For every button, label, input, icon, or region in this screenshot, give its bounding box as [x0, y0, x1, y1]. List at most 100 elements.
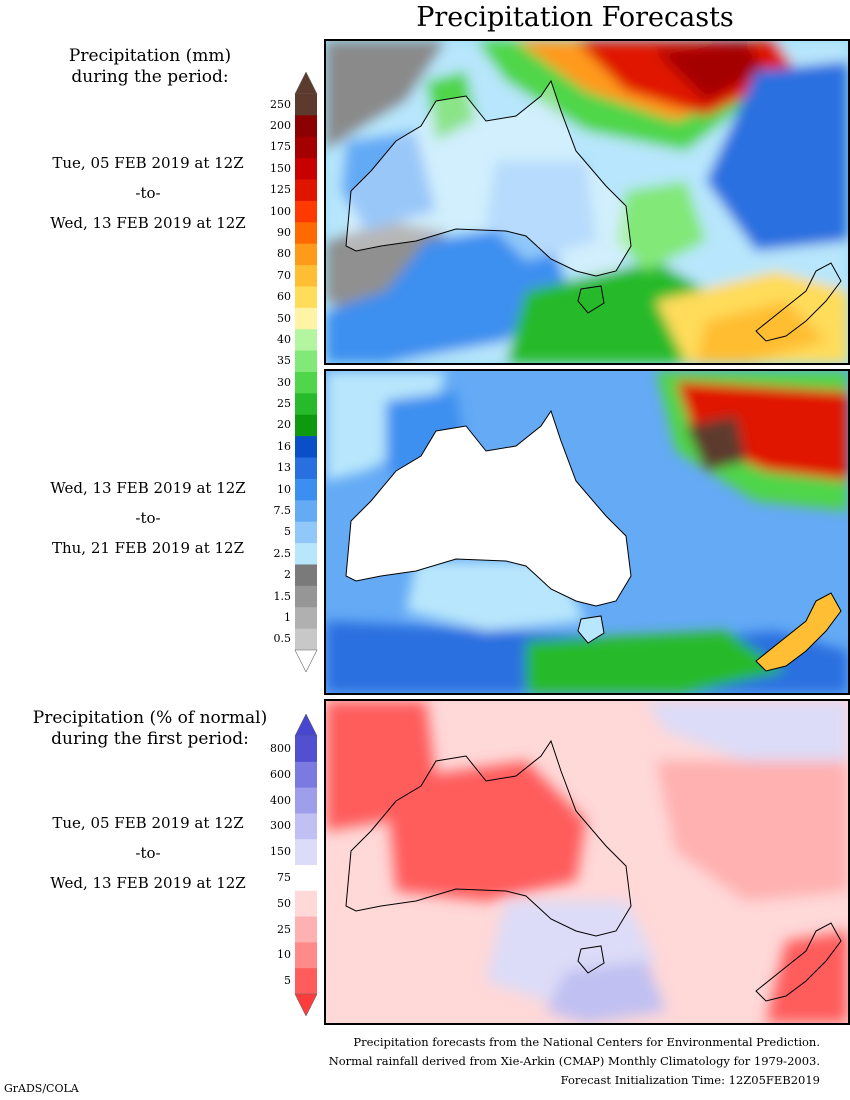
anomaly-start: Tue, 05 FEB 2019 at 12Z	[52, 814, 244, 832]
colorbar-mm-swatch	[295, 115, 317, 138]
colorbar-percent-tick-label: 25	[277, 922, 291, 936]
period1-to: -to-	[135, 184, 161, 202]
colorbar-mm-max-arrow	[294, 72, 318, 95]
credit-label: GrADS/COLA	[4, 1082, 79, 1095]
precip-map-period1	[326, 41, 848, 363]
colorbar-mm-tick-label: 80	[277, 247, 291, 261]
colorbar-mm-tick-label: 0.5	[273, 632, 292, 646]
colorbar-percent-swatch	[295, 736, 317, 763]
anomaly-header: Precipitation (% of normal) during the f…	[18, 708, 282, 750]
colorbar-mm-swatch	[295, 414, 317, 437]
colorbar-percent-tick-label: 400	[270, 793, 291, 807]
colorbar-percent-tick-label: 600	[270, 767, 291, 781]
colorbar-mm-swatch	[295, 521, 317, 544]
page-title: Precipitation Forecasts	[416, 2, 734, 33]
colorbar-mm-tick-label: 250	[270, 97, 291, 111]
colorbar-mm-tick-label: 175	[270, 140, 291, 154]
colorbar-mm-tick-label: 70	[277, 268, 291, 282]
colorbar-mm-tick-label: 2	[284, 568, 291, 582]
anomaly-to: -to-	[135, 844, 161, 862]
colorbar-mm-tick-label: 200	[270, 119, 291, 133]
colorbar-percent-swatch	[295, 942, 317, 969]
colorbar-mm-swatch	[295, 393, 317, 416]
period1-header-line1: Precipitation (mm)	[68, 46, 232, 66]
period1-header-line2: during the period:	[71, 67, 229, 87]
anomaly-end: Wed, 13 FEB 2019 at 12Z	[50, 874, 246, 892]
colorbar-percent-swatch	[295, 865, 317, 892]
colorbar-mm-tick-label: 30	[277, 375, 291, 389]
colorbar-mm-swatch	[295, 372, 317, 394]
colorbar-mm-swatch	[295, 307, 317, 330]
colorbar-mm-tick-label: 90	[277, 226, 291, 239]
colorbar-percent-tick-label: 800	[270, 741, 291, 755]
colorbar-percent-swatch	[295, 968, 317, 995]
colorbar-mm-swatch	[295, 628, 317, 651]
colorbar-percent-swatch	[295, 890, 317, 918]
colorbar-mm-tick-label: 35	[277, 354, 291, 368]
footer-notes: Precipitation forecasts from the Nationa…	[329, 1033, 820, 1090]
colorbar-mm-swatch	[295, 436, 317, 459]
colorbar-mm-bar	[294, 72, 318, 672]
anomaly-header-line2: during the first period:	[51, 729, 249, 749]
colorbar-percent-swatch	[295, 761, 317, 789]
colorbar-mm-swatch	[295, 585, 317, 608]
map-panel-anomaly	[324, 699, 850, 1025]
footer-line-source: Precipitation forecasts from the Nationa…	[353, 1035, 820, 1049]
footer-line-init-time: Forecast Initialization Time: 12Z05FEB20…	[560, 1073, 820, 1087]
colorbar-mm-swatch	[295, 329, 317, 352]
colorbar-mm-tick-label: 150	[270, 161, 291, 175]
colorbar-mm-swatch	[295, 286, 317, 309]
precip-map-period2	[326, 371, 848, 693]
colorbar-mm-tick-label: 10	[277, 482, 291, 496]
colorbar-mm-tick-label: 16	[277, 439, 291, 453]
colorbar-mm-swatch	[295, 350, 317, 373]
colorbar-percent-swatch	[295, 916, 317, 943]
colorbar-mm-swatch	[295, 243, 317, 266]
colorbar-mm-swatch	[295, 500, 317, 523]
colorbar-percent-max-arrow	[294, 714, 318, 737]
anomaly-header-line1: Precipitation (% of normal)	[32, 708, 268, 728]
colorbar-percent-swatch	[295, 787, 317, 814]
colorbar-mm-tick-label: 40	[277, 332, 291, 346]
map-panel-period2	[324, 369, 850, 695]
colorbar-mm-tick-label: 5	[284, 525, 291, 539]
colorbar-mm: 250 200 175 150 125 100 90 80 70 60 50 40 35 30 25 20 16…	[255, 72, 320, 672]
colorbar-mm-tick-label: 1	[284, 610, 291, 624]
colorbar-percent-swatch	[295, 839, 317, 866]
colorbar-mm-swatch	[295, 265, 317, 287]
colorbar-mm-swatch	[295, 158, 317, 181]
colorbar-percent-tick-label: 300	[270, 819, 291, 833]
colorbar-mm-swatch	[295, 136, 317, 159]
colorbar-mm-tick-label: 1.5	[273, 589, 292, 603]
precip-anomaly-map	[326, 701, 848, 1023]
colorbar-mm-swatch	[295, 179, 317, 202]
period2-end: Thu, 21 FEB 2019 at 12Z	[51, 539, 245, 557]
period2-start: Wed, 13 FEB 2019 at 12Z	[50, 479, 246, 497]
colorbar-percent-tick-label: 50	[277, 896, 291, 910]
colorbar-mm-min-arrow	[294, 649, 318, 672]
colorbar-mm-swatch	[295, 564, 317, 587]
colorbar-mm-swatch	[295, 607, 317, 630]
colorbar-mm-tick-label: 20	[277, 418, 291, 432]
colorbar-percent-min-arrow	[294, 993, 318, 1016]
colorbar-percent-tick-label: 150	[270, 845, 291, 859]
colorbar-mm-tick-label: 7.5	[273, 504, 292, 517]
colorbar-mm-swatch	[295, 94, 317, 116]
colorbar-percent: 800 600 400 300 150 75 50 25 10 5	[255, 714, 320, 1016]
colorbar-percent-bar	[294, 714, 318, 1016]
colorbar-mm-tick-label: 125	[270, 183, 291, 197]
period1-end: Wed, 13 FEB 2019 at 12Z	[50, 214, 246, 232]
period1-start: Tue, 05 FEB 2019 at 12Z	[52, 154, 244, 172]
colorbar-mm-tick-label: 2.5	[273, 546, 292, 560]
colorbar-percent-tick-label: 10	[277, 948, 291, 962]
colorbar-mm-swatch	[295, 200, 317, 223]
colorbar-mm-tick-label: 60	[277, 290, 291, 304]
footer-line-climatology: Normal rainfall derived from Xie-Arkin (…	[328, 1054, 820, 1068]
colorbar-mm-swatch	[295, 478, 317, 501]
map-panel-period1	[324, 39, 850, 365]
colorbar-mm-tick-label: 100	[270, 204, 291, 218]
colorbar-percent-swatch	[295, 813, 317, 840]
colorbar-mm-swatch	[295, 457, 317, 480]
colorbar-percent-tick-label: 75	[277, 870, 291, 884]
period2-to: -to-	[135, 509, 161, 527]
